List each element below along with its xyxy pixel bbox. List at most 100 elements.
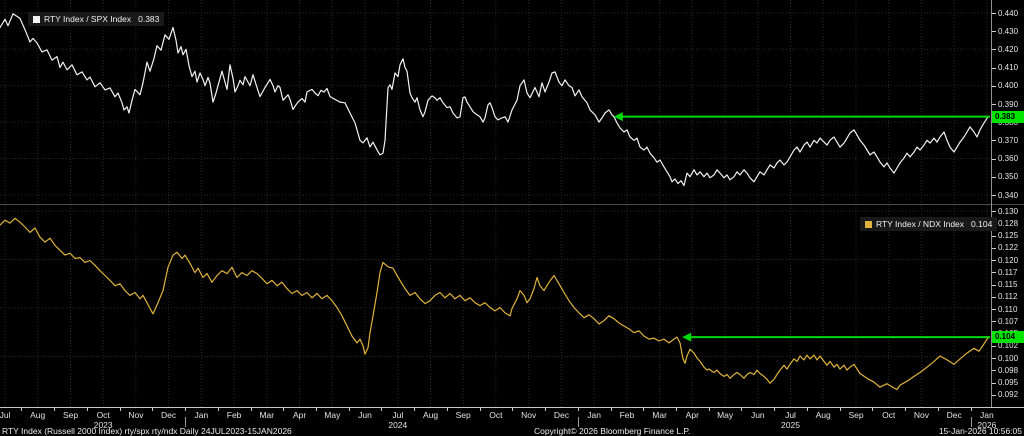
month-label: Nov bbox=[913, 410, 929, 420]
month-label: Mar bbox=[259, 410, 275, 420]
right-value-axis: 0.383 0.104 0.440 0.430 0.420 0.410 0.400 0.3… bbox=[991, 0, 1024, 407]
month-label: Jul bbox=[392, 410, 404, 420]
month-tick bbox=[152, 408, 154, 411]
axis-tick-label: 0.092 bbox=[998, 390, 1019, 400]
month-tick bbox=[708, 408, 710, 411]
level-arrow-head-rty-ndx bbox=[682, 332, 692, 342]
month-tick bbox=[315, 408, 317, 411]
month-tick bbox=[872, 408, 874, 411]
month-label: Jan bbox=[587, 410, 601, 420]
month-tick bbox=[86, 408, 88, 411]
axis-tickmark bbox=[992, 195, 996, 196]
axis-tickmark bbox=[992, 321, 996, 323]
month-label: Sep bbox=[62, 410, 79, 420]
month-label: May bbox=[717, 410, 734, 420]
axis-tick-label: 0.440 bbox=[998, 8, 1019, 18]
axis-tick-label: 0.370 bbox=[998, 135, 1019, 145]
month-tick bbox=[414, 408, 416, 411]
month-tick bbox=[479, 408, 481, 411]
year-boundary-tick bbox=[577, 417, 579, 427]
axis-tickmark bbox=[992, 31, 996, 33]
axis-tickmark bbox=[992, 370, 996, 372]
month-tick bbox=[741, 408, 743, 411]
axis-tick-label: 0.098 bbox=[998, 365, 1019, 375]
month-label: Sep bbox=[455, 410, 471, 420]
year-boundary-tick bbox=[970, 417, 972, 427]
year-label: 2023 bbox=[93, 420, 113, 430]
level-arrow-head-rty-spx bbox=[613, 112, 623, 122]
axis-tickmark bbox=[992, 382, 996, 384]
axis-tick-label: 0.420 bbox=[998, 44, 1019, 54]
legend-rty-ndx[interactable]: RTY Index / NDX Index 0.104 bbox=[860, 217, 998, 231]
month-tick bbox=[610, 408, 612, 411]
month-label: Sep bbox=[848, 410, 864, 420]
axis-tick-label: 0.100 bbox=[998, 353, 1019, 363]
timestamp: 15-Jan-2026 10:56:05 bbox=[938, 426, 1022, 436]
axis-tick-label: 0.340 bbox=[998, 190, 1019, 200]
axis-tick-label: 0.130 bbox=[998, 206, 1019, 216]
axis-tickmark bbox=[992, 296, 996, 298]
month-tick bbox=[119, 408, 121, 411]
year-label: 2026 bbox=[977, 420, 997, 430]
axis-tick-label: 0.125 bbox=[998, 231, 1019, 240]
axis-tick-label: 0.120 bbox=[998, 255, 1019, 265]
last-price-label-rty-spx: 0.383 bbox=[992, 110, 1024, 123]
axis-tick-label: 0.430 bbox=[998, 26, 1019, 36]
month-label: Dec bbox=[946, 410, 962, 420]
month-label: Nov bbox=[128, 410, 144, 420]
axis-tickmark bbox=[992, 176, 996, 178]
month-tick bbox=[937, 408, 939, 411]
month-label: Feb bbox=[619, 410, 635, 420]
axis-tickmark bbox=[992, 272, 996, 274]
axis-tickmark bbox=[992, 394, 996, 396]
month-tick bbox=[21, 408, 23, 411]
axis-tick-label: 0.117 bbox=[998, 267, 1018, 277]
series-line-rty-spx bbox=[0, 13, 989, 187]
month-label: Jun bbox=[358, 410, 372, 420]
axis-tick-label: 0.095 bbox=[998, 378, 1019, 388]
axis-tick-label: 0.110 bbox=[998, 304, 1018, 314]
axis-tickmark bbox=[992, 49, 996, 51]
month-tick bbox=[54, 408, 56, 411]
axis-tick-label: 0.350 bbox=[998, 172, 1019, 182]
month-label: Oct bbox=[489, 410, 503, 420]
month-tick bbox=[348, 408, 350, 411]
month-tick bbox=[839, 408, 841, 411]
axis-tickmark bbox=[992, 358, 996, 360]
month-tick bbox=[970, 408, 972, 411]
axis-tickmark bbox=[992, 211, 996, 212]
month-tick bbox=[643, 408, 645, 411]
axis-tickmark bbox=[992, 345, 996, 347]
month-label: Jun bbox=[750, 410, 765, 420]
month-tick bbox=[446, 408, 448, 411]
year-label: 2025 bbox=[781, 420, 800, 430]
month-tick bbox=[381, 408, 383, 411]
bottom-chart-panel[interactable] bbox=[0, 205, 991, 407]
month-label: Aug bbox=[422, 410, 439, 420]
axis-tickmark bbox=[992, 67, 996, 69]
month-label: Aug bbox=[30, 410, 46, 420]
month-label: Jul bbox=[0, 410, 11, 420]
legend-swatch-rty-spx-icon bbox=[33, 15, 40, 23]
year-boundary-tick bbox=[185, 417, 186, 427]
legend-rty-spx[interactable]: RTY Index / SPX Index 0.383 bbox=[28, 12, 165, 26]
legend-value: 0.104 bbox=[971, 219, 993, 229]
axis-tickmark bbox=[992, 309, 996, 311]
month-tick bbox=[905, 408, 907, 411]
axis-tickmark bbox=[992, 140, 996, 142]
series-line-rty-ndx bbox=[0, 217, 990, 391]
month-tick bbox=[577, 408, 579, 411]
axis-tick-label: 0.410 bbox=[998, 63, 1019, 73]
axis-tickmark bbox=[992, 158, 996, 160]
axis-tickmark bbox=[992, 13, 996, 14]
month-tick bbox=[283, 408, 285, 411]
axis-tick-label: 0.122 bbox=[998, 243, 1019, 253]
legend-value: 0.383 bbox=[138, 14, 160, 24]
axis-tick-label: 0.102 bbox=[998, 341, 1019, 351]
legend-swatch-rty-ndx-icon bbox=[865, 220, 872, 228]
top-chart-panel[interactable] bbox=[0, 0, 991, 204]
month-tick bbox=[512, 408, 514, 411]
month-label: Oct bbox=[96, 410, 110, 420]
month-label: Apr bbox=[685, 410, 699, 420]
